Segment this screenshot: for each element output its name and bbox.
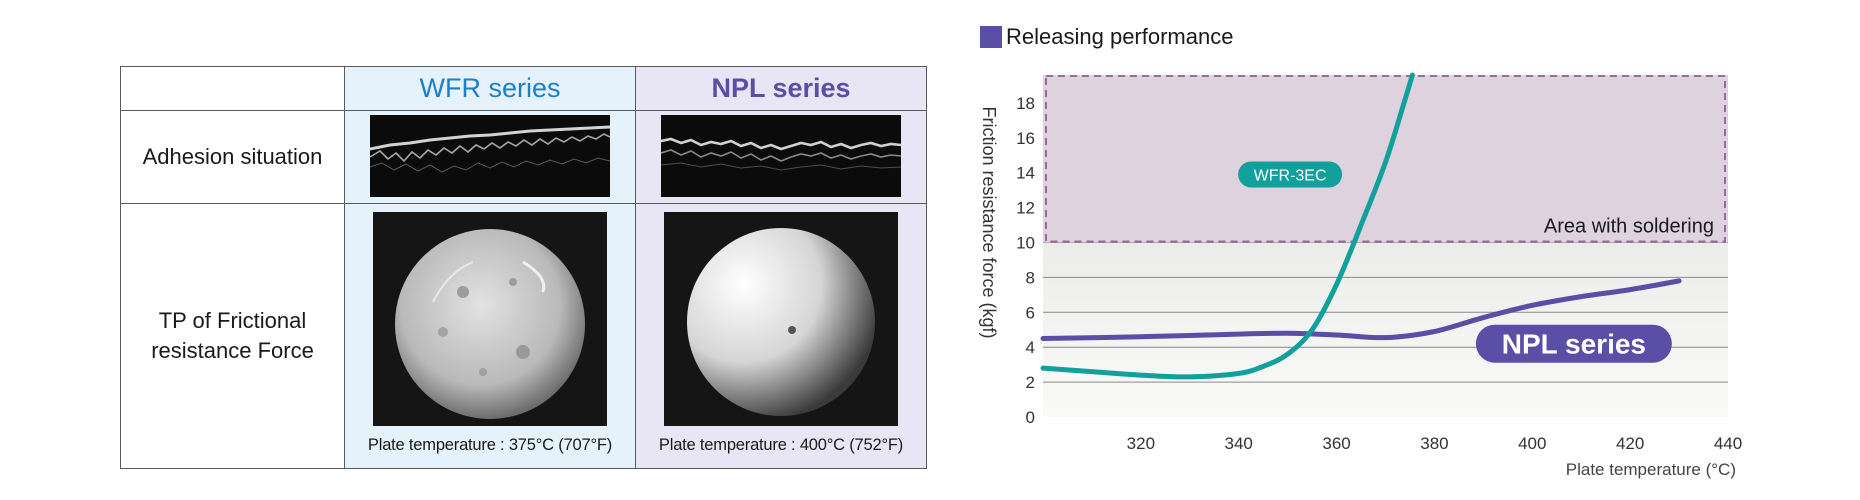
chart-title-text: Releasing performance xyxy=(1006,24,1234,49)
x-axis-label: Plate temperature (°C) xyxy=(1566,460,1736,479)
y-axis-label: Friction resistance force (kgf) xyxy=(979,106,999,338)
x-tick-360: 360 xyxy=(1322,434,1350,453)
npl-label-text: NPL series xyxy=(1502,329,1646,360)
y-tick-14: 14 xyxy=(1016,164,1035,183)
series-labels: WFR-3EC NPL series xyxy=(1238,161,1672,363)
header-wfr-series: WFR series xyxy=(344,66,636,111)
npl-adhesion-cell xyxy=(635,110,927,204)
npl-plate-caption: Plate temperature : 400°C (752°F) xyxy=(658,436,904,454)
chart-title: Releasing performance xyxy=(980,24,1233,50)
comparison-table: WFR series NPL series Adhesion situation… xyxy=(120,66,927,469)
npl-adhesion-image xyxy=(661,115,901,197)
series-line-npl xyxy=(1040,278,1682,341)
adhesion-row-label: Adhesion situation xyxy=(120,110,345,204)
x-axis-ticks: 320 340 360 380 400 420 440 xyxy=(1127,434,1743,453)
frictional-force-row-label: TP of Frictional resistance Force xyxy=(120,203,345,469)
frictional-force-row: TP of Frictional resistance Force xyxy=(120,203,927,469)
y-tick-0: 0 xyxy=(1026,408,1035,427)
y-tick-10: 10 xyxy=(1016,234,1035,253)
npl-tp-cell: Plate temperature : 400°C (752°F) xyxy=(635,203,927,469)
x-tick-420: 420 xyxy=(1616,434,1644,453)
x-tick-340: 340 xyxy=(1225,434,1253,453)
wfr-adhesion-cell xyxy=(344,110,636,204)
x-tick-320: 320 xyxy=(1127,434,1155,453)
wfr-tp-cell: Plate temperature : 375°C (707°F) xyxy=(344,203,636,469)
x-tick-440: 440 xyxy=(1714,434,1742,453)
wfr-label-pill xyxy=(1238,161,1343,188)
adhesion-row: Adhesion situation xyxy=(120,110,927,204)
y-tick-18: 18 xyxy=(1016,94,1035,113)
x-tick-380: 380 xyxy=(1420,434,1448,453)
npl-solder-ball-photo xyxy=(664,212,898,426)
frictional-force-label-line-2: resistance Force xyxy=(151,338,314,363)
y-tick-8: 8 xyxy=(1026,268,1035,287)
frictional-force-label-line-1: TP of Frictional xyxy=(158,308,307,333)
header-empty-cell xyxy=(120,66,345,111)
table-header-row: WFR series NPL series xyxy=(120,66,927,111)
wfr-solder-ball-photo xyxy=(373,212,607,426)
soldering-area-label: Area with soldering xyxy=(1544,216,1714,238)
x-tick-400: 400 xyxy=(1518,434,1546,453)
y-tick-6: 6 xyxy=(1026,303,1035,322)
y-axis-ticks: 0 2 4 6 8 10 12 14 16 18 xyxy=(1016,94,1035,427)
npl-label-pill xyxy=(1475,324,1672,363)
y-tick-12: 12 xyxy=(1016,199,1035,218)
y-tick-2: 2 xyxy=(1026,373,1035,392)
wfr-adhesion-image xyxy=(370,115,610,197)
wfr-plate-caption: Plate temperature : 375°C (707°F) xyxy=(367,436,613,454)
title-legend-square xyxy=(980,26,1002,48)
y-tick-16: 16 xyxy=(1016,129,1035,148)
series-line-wfr-3ec xyxy=(1040,72,1415,380)
y-tick-4: 4 xyxy=(1026,338,1035,357)
wfr-label-text: WFR-3EC xyxy=(1254,167,1327,184)
soldering-area-border xyxy=(1045,74,1726,243)
series-lines xyxy=(1040,72,1682,380)
